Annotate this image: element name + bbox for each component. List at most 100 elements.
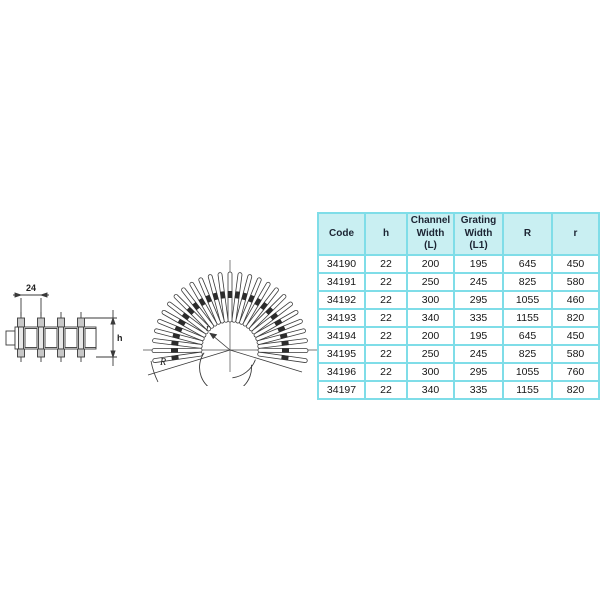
fan-slat — [154, 328, 204, 345]
fan-slat — [256, 328, 306, 345]
side-view-pins — [17, 312, 85, 362]
fan-slat — [181, 287, 215, 329]
table-cell: 200 — [406, 325, 455, 346]
col-header-h: h — [364, 212, 408, 256]
table-body: 34190 22 200 195 645 450 34191 22 250 245 825 580 34… — [317, 253, 600, 400]
table-cell: 22 — [364, 343, 408, 364]
col-header-R: R — [502, 212, 553, 256]
fan-slat — [257, 351, 308, 363]
table-cell: 340 — [406, 379, 455, 400]
table-cell: 34195 — [317, 343, 366, 364]
table-cell: 295 — [453, 289, 504, 310]
table-cell: 450 — [551, 325, 600, 346]
fan-slat — [235, 274, 253, 324]
fan-slat — [167, 301, 209, 335]
fan-radius-lines — [147, 332, 303, 383]
table-row: 34193 22 340 335 1155 820 — [317, 307, 600, 328]
fan-slat — [151, 347, 203, 354]
fan-slat — [251, 301, 293, 335]
table-cell: 245 — [453, 343, 504, 364]
table-cell: 200 — [406, 253, 455, 274]
table-cell: 1055 — [502, 361, 553, 382]
table-cell: 22 — [364, 271, 408, 292]
pitch-dimension-label: 24 — [26, 283, 36, 293]
col-header-code: Code — [317, 212, 366, 256]
table-cell: 295 — [453, 361, 504, 382]
table-cell: 195 — [453, 325, 504, 346]
table-cell: 250 — [406, 271, 455, 292]
fan-slat — [257, 338, 308, 349]
table-cell: 195 — [453, 253, 504, 274]
table-cell: 1155 — [502, 379, 553, 400]
table-cell: 300 — [406, 361, 455, 382]
fan-slat — [157, 318, 205, 342]
table-cell: 645 — [502, 325, 553, 346]
table-cell: 22 — [364, 379, 408, 400]
fan-slat — [189, 281, 218, 327]
fan-slat — [231, 272, 243, 323]
table-cell: 580 — [551, 271, 600, 292]
table-cell: 22 — [364, 253, 408, 274]
spec-table: Code h Channel Width (L) Grating Width (… — [317, 212, 600, 400]
col-header-r: r — [551, 212, 600, 256]
table-cell: 34197 — [317, 379, 366, 400]
fan-slat — [161, 309, 207, 338]
fan-slat — [227, 271, 233, 323]
table-cell: 820 — [551, 307, 600, 328]
outer-radius-label: R — [159, 357, 166, 368]
table-cell: 34190 — [317, 253, 366, 274]
col-header-grating-width: Grating Width (L1) — [453, 212, 504, 256]
table-header-row: Code h Channel Width (L) Grating Width (… — [317, 212, 600, 256]
table-cell: 335 — [453, 307, 504, 328]
table-cell: 300 — [406, 289, 455, 310]
table-cell: 645 — [502, 253, 553, 274]
table-cell: 450 — [551, 253, 600, 274]
fan-view-diagram: R r — [143, 260, 317, 386]
fan-slat — [152, 351, 203, 363]
table-cell: 760 — [551, 361, 600, 382]
side-view-lines — [5, 292, 117, 366]
table-cell: 1055 — [502, 289, 553, 310]
pin-assembly — [17, 312, 25, 362]
height-dimension-label: h — [117, 333, 123, 343]
table-cell: 1155 — [502, 307, 553, 328]
table-cell: 34194 — [317, 325, 366, 346]
fan-slat — [257, 347, 309, 354]
table-row: 34194 22 200 195 645 450 — [317, 325, 600, 346]
fan-slat — [217, 272, 229, 323]
fan-slat — [198, 277, 221, 325]
fan-slats — [151, 271, 309, 363]
table-cell: 340 — [406, 307, 455, 328]
fan-slat — [255, 318, 303, 342]
pin-assembly — [37, 312, 45, 362]
table-cell: 22 — [364, 307, 408, 328]
fan-slat — [173, 294, 212, 332]
table-cell: 22 — [364, 361, 408, 382]
inner-radius-label: r — [206, 323, 210, 334]
table-cell: 250 — [406, 343, 455, 364]
table-row: 34196 22 300 295 1055 760 — [317, 361, 600, 382]
table-cell: 460 — [551, 289, 600, 310]
spec-table-grid: Code h Channel Width (L) Grating Width (… — [317, 212, 600, 400]
fan-slat — [152, 338, 203, 349]
table-cell: 22 — [364, 325, 408, 346]
fan-slat — [253, 309, 299, 338]
fan-inner-arc — [199, 352, 256, 386]
fan-slat — [248, 294, 287, 332]
table-cell: 34191 — [317, 271, 366, 292]
fan-slat — [242, 281, 271, 327]
table-cell: 34196 — [317, 361, 366, 382]
table-cell: 245 — [453, 271, 504, 292]
table-row: 34195 22 250 245 825 580 — [317, 343, 600, 364]
pin-assembly — [57, 312, 65, 362]
fan-slat — [207, 274, 225, 324]
table-row: 34190 22 200 195 645 450 — [317, 253, 600, 274]
table-cell: 825 — [502, 343, 553, 364]
fan-slat — [239, 277, 262, 325]
table-cell: 820 — [551, 379, 600, 400]
table-header: Code h Channel Width (L) Grating Width (… — [317, 212, 600, 256]
side-view-diagram: 24 h — [5, 283, 123, 366]
table-row: 34191 22 250 245 825 580 — [317, 271, 600, 292]
table-row: 34197 22 340 335 1155 820 — [317, 379, 600, 400]
